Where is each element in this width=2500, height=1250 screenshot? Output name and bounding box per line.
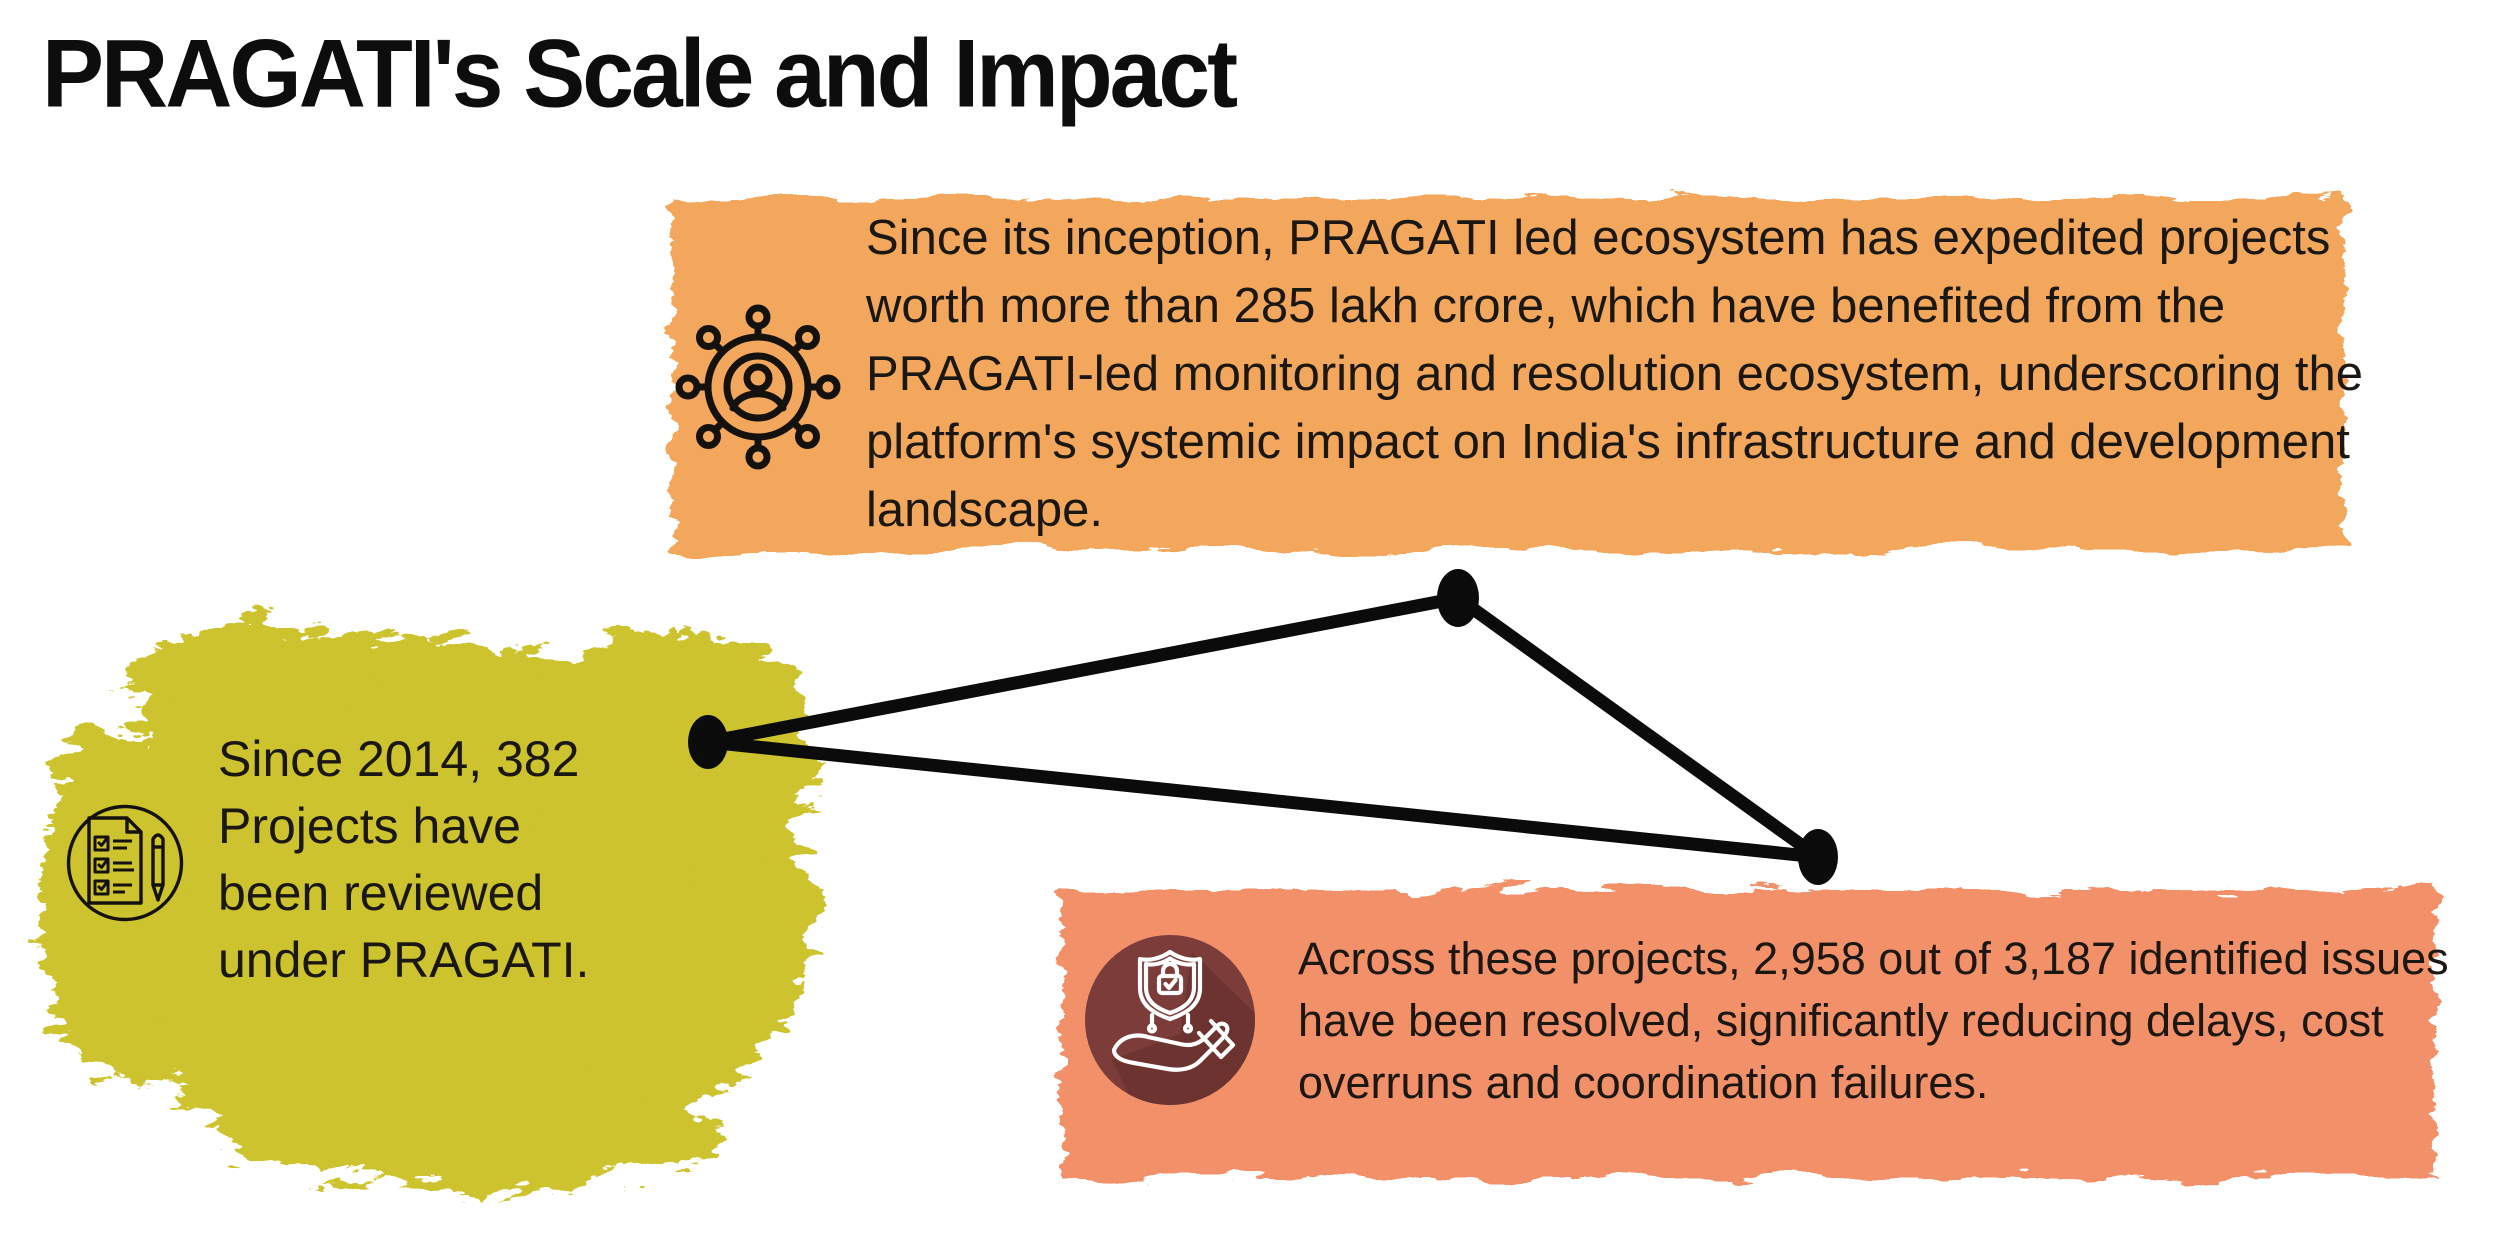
checklist-pencil-icon [66,804,184,922]
page-title: PRAGATI's Scale and Impact [42,19,1238,128]
connector-node-top [1437,569,1479,627]
connector-nodes [688,569,1838,885]
shield-lock-hand-icon [1085,935,1255,1105]
reviews-card-text: Since 2014, 382 Projects have been revie… [218,731,590,988]
people-network-icon [675,304,841,470]
ecosystem-card-text: Since its inception, PRAGATI led ecosyst… [866,211,2364,537]
ecosystem-card-background [672,198,2344,550]
connector-node-left [688,715,728,769]
connector-node-right [1798,829,1838,885]
connector-line-left-top [701,591,1465,749]
issues-card-background [1062,890,2434,1178]
connector-line-top-right [1451,591,1825,864]
connector-lines [701,591,1825,864]
connector-line-left-right [701,735,1825,864]
issues-card-text: Across these projects, 2,958 out of 3,18… [1298,933,2449,1108]
